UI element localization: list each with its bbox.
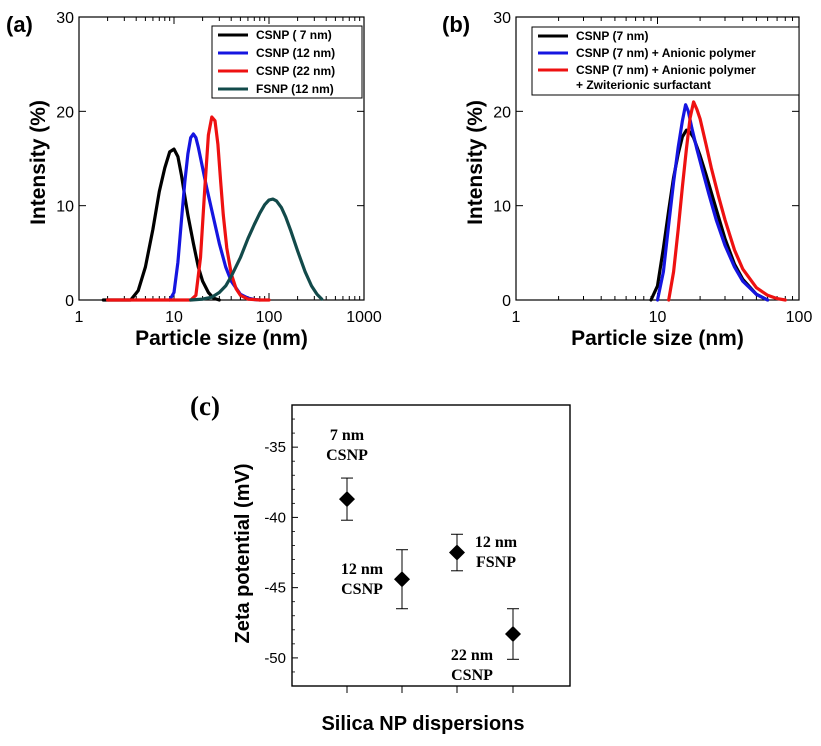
x-axis-title: Particle size (nm) [135,327,308,350]
legend-box [211,25,363,99]
series-line-1 [101,147,221,302]
y-tick-label: -40 [264,509,286,526]
data-point-diamond [505,626,521,643]
x-tick-label: 1 [75,309,84,326]
point-label: CSNP [451,667,493,684]
chart-panel-b: 1 10 100 0 10 20 30 Particle size (nm) Intensity… [442,10,812,350]
x-tick-label: 1 [512,309,521,326]
panel-label: (b) [442,12,470,37]
chart-panel-c: -35 -40 -45 -50 Silica NP dispersions Zeta po… [190,391,571,735]
point-label: 22 nm [451,647,494,664]
chart-panel-a: 1 10 100 1000 0 10 20 30 Particle size (nm) Inten… [6,10,382,350]
y-tick-label: 0 [65,293,74,310]
y-tick-label: 10 [493,199,511,216]
point-label: 7 nm [330,427,365,444]
y-tick-label: -45 [264,580,286,597]
legend-label: CSNP (12 nm) [256,46,335,60]
y-tick-label: -50 [264,650,286,667]
series-line-3 [105,115,271,302]
series-line-3 [667,100,787,302]
panel-label: (c) [190,391,220,421]
series-line-2 [655,103,770,302]
x-tick-label: 100 [256,309,283,326]
y-tick-label: 30 [56,10,74,27]
y-axis-title: Intensity (%) [464,100,487,225]
x-tick-label: 10 [649,309,667,326]
y-tick-label: 30 [493,10,511,27]
x-tick-label: 10 [165,309,183,326]
y-tick-label: -35 [264,439,286,456]
legend: CSNP (7 nm) CSNP (7 nm) + Anionic polymer… [531,26,800,96]
point-label: 12 nm [475,534,518,551]
panel-label: (a) [6,12,33,37]
series-line-2 [168,132,262,302]
y-tick-label: 20 [56,104,74,121]
x-tick-label: 100 [786,309,813,326]
legend-label: CSNP (7 nm) + Anionic polymer [576,46,756,60]
data-point-diamond [339,491,355,508]
legend-label: CSNP ( 7 nm) [256,28,332,42]
point-label: CSNP [326,447,368,464]
legend-label: CSNP (7 nm) + Anionic polymer + Zwiterion… [576,63,756,92]
legend: CSNP ( 7 nm) CSNP (12 nm) CSNP (22 nm) FSNP… [211,25,363,99]
point-label: FSNP [476,554,516,571]
plot-frame [78,16,365,301]
x-axis-title: Particle size (nm) [571,327,744,350]
x-tick-label: 1000 [346,309,382,326]
legend-box [531,26,800,96]
legend-label: CSNP (22 nm) [256,64,335,78]
legend-label: FSNP (12 nm) [256,82,334,96]
y-tick-label: 10 [56,199,74,216]
y-tick-label: 20 [493,104,511,121]
data-point-diamond [394,571,410,588]
point-label: CSNP [341,581,383,598]
y-axis-title: Zeta potential (mV) [232,463,254,643]
y-tick-label: 0 [502,293,511,310]
point-label: 12 nm [341,561,384,578]
data-point-diamond [449,544,465,561]
legend-label: CSNP (7 nm) [576,29,648,43]
series-line-4 [189,197,324,302]
y-axis-title: Intensity (%) [27,100,50,225]
x-axis-title: Silica NP dispersions [321,713,524,735]
